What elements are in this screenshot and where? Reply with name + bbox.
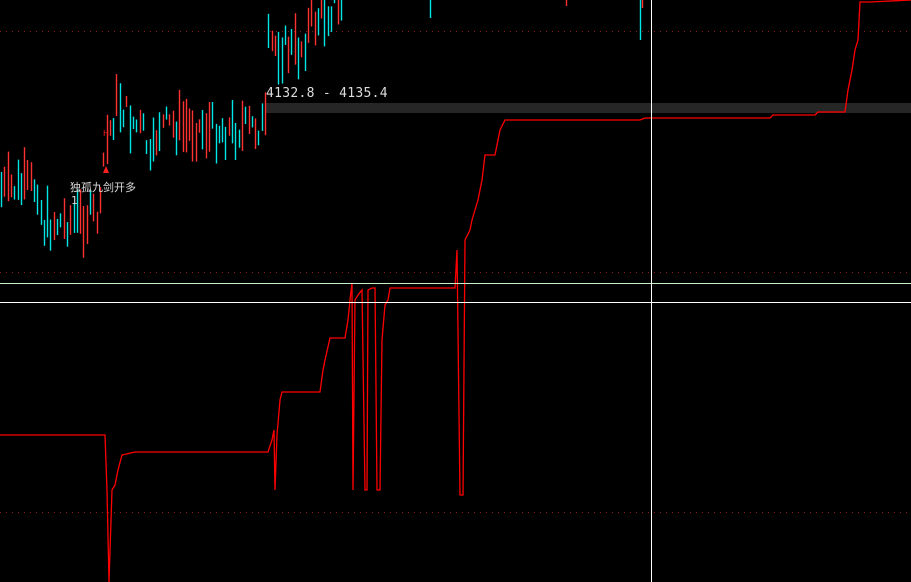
- signal-count: 1: [71, 194, 78, 207]
- price-range-band: [265, 103, 911, 113]
- svg-text:H: H: [103, 129, 109, 138]
- signal-label: 独孤九剑开多: [70, 181, 136, 194]
- buy-signal-arrow-icon: H: [103, 129, 109, 173]
- price-range-label: 4132.8 - 4135.4: [266, 86, 388, 101]
